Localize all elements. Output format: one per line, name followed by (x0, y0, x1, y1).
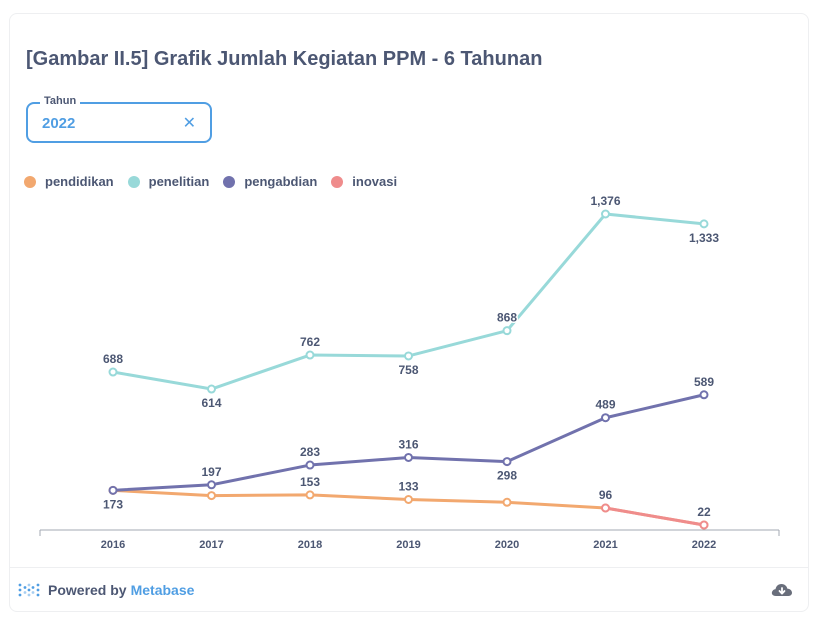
powered-by-text: Powered by (48, 582, 127, 598)
x-tick-label: 2020 (495, 539, 519, 551)
clear-icon[interactable]: ✕ (182, 115, 196, 132)
x-tick-label: 2016 (101, 539, 125, 551)
data-label-pengabdian: 489 (595, 398, 615, 412)
data-label-pengabdian: 283 (300, 445, 320, 459)
legend-dot-pengabdian (223, 175, 236, 188)
data-point-penelitian[interactable] (404, 351, 413, 361)
legend-label-pendidikan: pendidikan (45, 174, 114, 189)
legend-label-inovasi: inovasi (352, 174, 398, 189)
year-filter[interactable]: Tahun 2022 ✕ (26, 95, 212, 143)
data-label-penelitian: 758 (398, 363, 418, 377)
data-label-inovasi: 22 (697, 505, 711, 519)
data-point-pendidikan[interactable] (305, 490, 315, 500)
filter-label: Tahun (40, 95, 81, 107)
data-point-pengabdian[interactable] (305, 460, 315, 470)
data-label-pengabdian: 298 (497, 469, 517, 483)
legend-dot-inovasi (331, 175, 344, 188)
data-point-pengabdian[interactable] (108, 485, 118, 495)
legend-item-pengabdian[interactable]: pengabdian (223, 174, 317, 189)
metabase-logo-icon (18, 583, 40, 597)
data-label-pengabdian: 173 (103, 497, 123, 511)
data-label-penelitian: 1,333 (689, 231, 719, 245)
data-point-pendidikan[interactable] (502, 497, 512, 507)
data-point-penelitian[interactable] (305, 350, 315, 360)
data-label-penelitian: 762 (300, 335, 320, 349)
data-label-penelitian: 1,376 (590, 194, 620, 208)
x-tick-label: 2017 (199, 539, 223, 551)
data-point-penelitian[interactable] (502, 326, 512, 336)
data-label-pengabdian: 589 (694, 375, 714, 389)
download-cloud-icon[interactable] (770, 580, 794, 600)
legend-label-pengabdian: pengabdian (244, 174, 318, 189)
data-label-penelitian: 868 (497, 311, 517, 325)
data-point-penelitian[interactable] (108, 367, 118, 377)
data-point-pengabdian[interactable] (207, 480, 216, 490)
data-point-penelitian[interactable] (699, 219, 709, 229)
data-label-pendidikan: 153 (300, 475, 320, 489)
x-tick-label: 2019 (396, 539, 420, 551)
x-tick-label: 2022 (692, 539, 716, 551)
data-label-penelitian: 614 (201, 396, 221, 410)
data-point-pengabdian[interactable] (502, 457, 512, 467)
filter-value[interactable]: 2022 (42, 115, 76, 132)
data-label-penelitian: 688 (103, 352, 123, 366)
data-point-inovasi[interactable] (601, 503, 610, 513)
data-point-penelitian[interactable] (207, 384, 216, 394)
chart-legend: pendidikan penelitian pengabdian inovasi (24, 174, 397, 189)
data-label-pendidikan: 133 (398, 480, 418, 494)
x-tick-label: 2018 (298, 539, 322, 551)
data-label-pengabdian: 316 (398, 437, 418, 451)
legend-item-penelitian[interactable]: penelitian (127, 174, 210, 189)
data-label-pendidikan: 96 (599, 488, 613, 502)
data-point-pengabdian[interactable] (699, 390, 709, 400)
data-point-pendidikan[interactable] (207, 491, 216, 501)
data-point-inovasi[interactable] (699, 520, 709, 530)
legend-label-penelitian: penelitian (148, 174, 210, 189)
metabase-link[interactable]: Metabase (130, 582, 195, 598)
data-point-pengabdian[interactable] (601, 413, 610, 423)
data-label-pengabdian: 197 (201, 465, 221, 479)
series-line-inovasi (605, 506, 705, 527)
page-title: [Gambar II.5] Grafik Jumlah Kegiatan PPM… (26, 48, 543, 70)
x-tick-label: 2021 (593, 539, 617, 551)
data-point-penelitian[interactable] (601, 209, 610, 219)
legend-item-inovasi[interactable]: inovasi (331, 174, 397, 189)
legend-item-pendidikan[interactable]: pendidikan (24, 174, 114, 189)
legend-dot-penelitian (127, 175, 140, 188)
powered-by[interactable]: Powered by Metabase (18, 582, 194, 598)
legend-dot-pendidikan (24, 175, 36, 188)
data-point-pendidikan[interactable] (404, 495, 413, 505)
footer-divider (10, 567, 808, 568)
data-point-pengabdian[interactable] (404, 452, 413, 462)
